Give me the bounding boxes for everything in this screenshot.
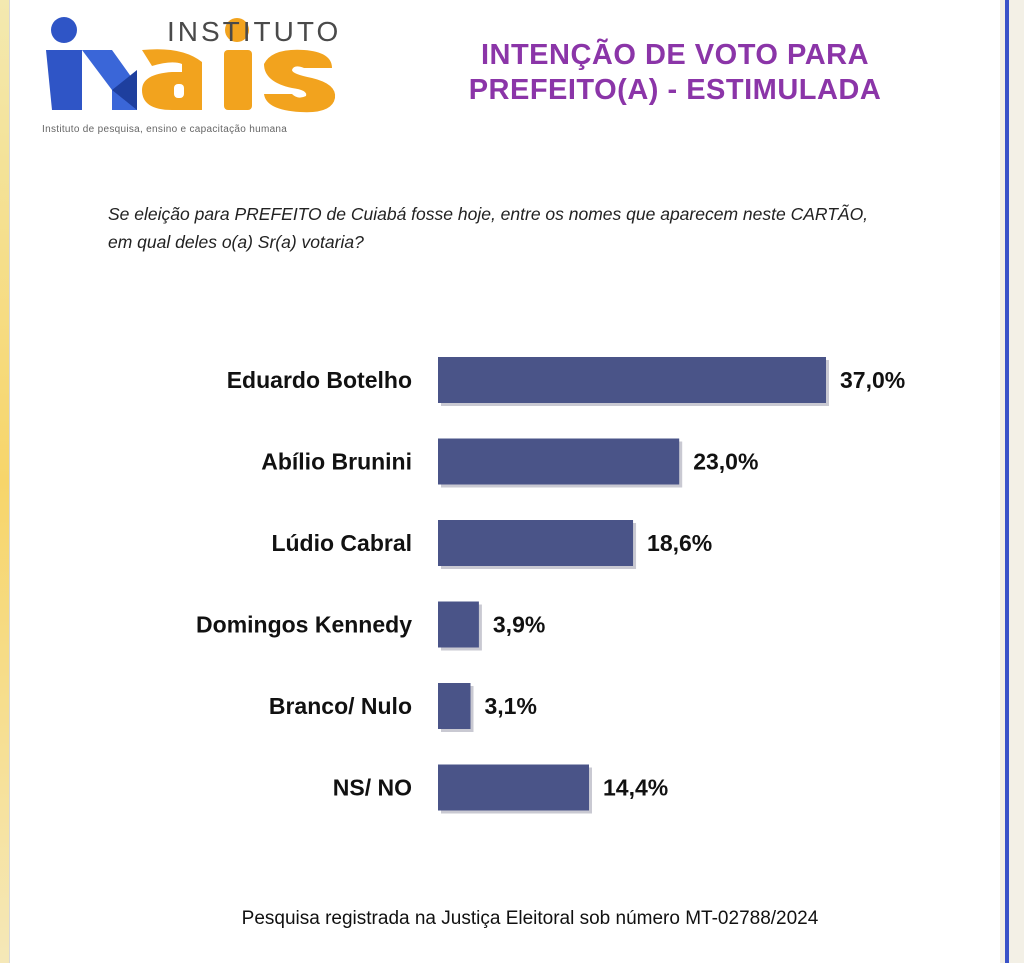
bar — [438, 683, 471, 729]
page-title: INTENÇÃO DE VOTO PARA PREFEITO(A) - ESTI… — [415, 38, 935, 108]
title-line-1: INTENÇÃO DE VOTO PARA — [480, 39, 870, 71]
title-line-2: PREFEITO(A) - ESTIMULADA — [468, 74, 882, 106]
value-label: 37,0% — [840, 367, 905, 393]
category-label: Domingos Kennedy — [196, 612, 412, 638]
category-label: Eduardo Botelho — [227, 367, 412, 393]
bar — [438, 601, 479, 648]
category-label: Branco/ Nulo — [269, 693, 412, 719]
logo-mark — [46, 17, 336, 113]
value-label: 3,9% — [493, 612, 545, 638]
category-label: NS/ NO — [333, 775, 412, 801]
logo-tagline: Instituto de pesquisa, ensino e capacita… — [42, 124, 288, 135]
question-line-1: Se eleição para PREFEITO de Cuiabá fosse… — [108, 204, 869, 224]
instituto-mais-logo: INSTITUTO Instituto de pesquisa, ensino … — [42, 10, 362, 140]
left-border-stripe — [0, 0, 10, 963]
bar — [438, 438, 680, 485]
category-label: Lúdio Cabral — [271, 530, 412, 556]
value-label: 23,0% — [693, 449, 758, 475]
value-label: 18,6% — [647, 530, 712, 556]
bar — [438, 357, 826, 403]
survey-question: Se eleição para PREFEITO de Cuiabá fosse… — [108, 200, 968, 256]
bar — [438, 520, 634, 566]
value-label: 3,1% — [485, 693, 537, 719]
category-label: Abílio Brunini — [261, 449, 412, 475]
right-border-stripe — [1000, 0, 1024, 963]
question-line-2: em qual deles o(a) Sr(a) votaria? — [108, 232, 364, 252]
logo-instituto-text: INSTITUTO — [167, 16, 342, 47]
value-label: 14,4% — [603, 775, 668, 801]
source-note: Pesquisa registrada na Justiça Eleitoral… — [241, 908, 819, 929]
bar — [438, 764, 590, 811]
